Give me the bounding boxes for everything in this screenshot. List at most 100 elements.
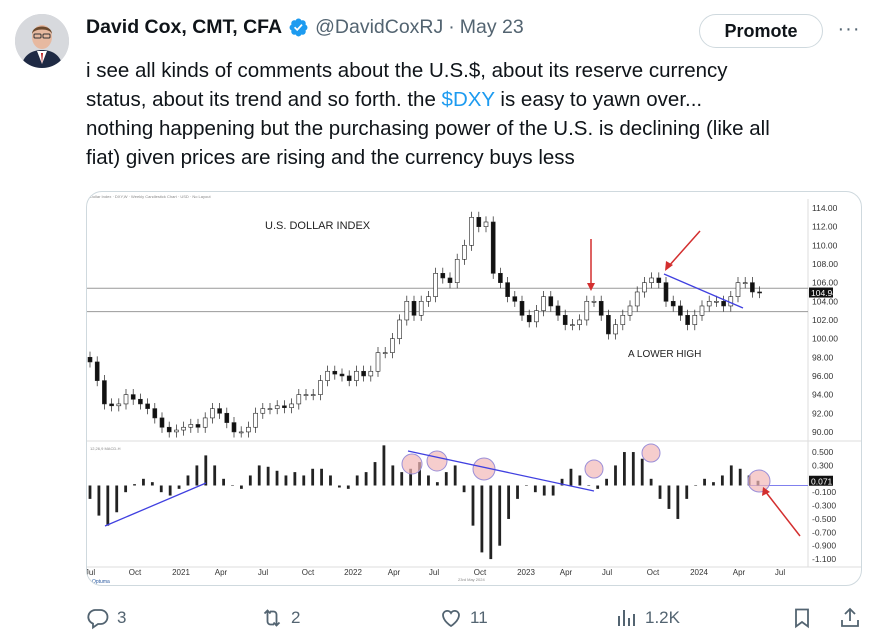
share-icon (841, 607, 859, 627)
candle (397, 319, 402, 339)
macd-bar (115, 485, 119, 513)
candle (87, 356, 93, 363)
candle (325, 370, 330, 381)
reply-icon (87, 609, 109, 630)
candle (670, 300, 676, 307)
reply-button[interactable]: 3 (86, 606, 126, 630)
candle (390, 338, 395, 353)
separator: · (448, 16, 455, 38)
time-tick-label: Jul (86, 568, 95, 577)
time-tick-label: Jul (258, 568, 268, 577)
price-tick-label: 90.00 (812, 427, 834, 437)
price-tick-label: 112.00 (812, 222, 838, 232)
macd-tick-label: -0.300 (812, 501, 836, 511)
time-tick-label: Apr (215, 568, 228, 577)
candle (289, 403, 294, 408)
macd-bar (605, 478, 608, 486)
macd-bar (507, 485, 511, 519)
candle (757, 291, 762, 294)
chart-image[interactable]: Dollar Index · DXY,W · Weekly Candlestic… (86, 191, 862, 586)
time-tick-label: 2024 (690, 568, 708, 577)
candle (217, 408, 222, 414)
avatar[interactable] (15, 14, 69, 68)
verified-badge-icon (289, 18, 308, 37)
more-options-icon[interactable]: ··· (837, 18, 861, 40)
macd-peak-circle (426, 450, 448, 472)
macd-bar (685, 485, 689, 499)
price-trendline (663, 273, 744, 309)
macd-trendline (407, 450, 595, 492)
candle (152, 408, 158, 419)
heart-icon (442, 609, 460, 628)
views-button[interactable]: 1.2K (614, 606, 680, 630)
candle (750, 282, 755, 293)
macd-bar (462, 485, 466, 493)
macd-bar (355, 475, 359, 486)
candle (318, 380, 323, 395)
macd-bar (311, 468, 315, 486)
macd-bar (587, 485, 591, 486)
tweet-date[interactable]: May 23 (459, 16, 524, 38)
share-button[interactable] (838, 606, 869, 630)
macd-bar (435, 482, 439, 486)
macd-label: 12,26,9 MACD-H (90, 446, 121, 451)
macd-bar (106, 485, 110, 526)
macd-bar (614, 465, 617, 486)
macd-bar (231, 485, 234, 486)
candle (123, 394, 129, 405)
candle (447, 277, 453, 283)
author-name[interactable]: David Cox, CMT, CFA (86, 16, 283, 38)
macd-bar (159, 485, 163, 493)
candle (166, 426, 172, 433)
macd-bar (382, 445, 386, 486)
author-handle[interactable]: @DavidCoxRJ (315, 16, 444, 38)
macd-bar (275, 470, 279, 486)
macd-bar (596, 485, 600, 489)
repost-count: 2 (291, 608, 301, 627)
macd-tick-label: -0.700 (812, 527, 836, 537)
last-price-badge (809, 287, 833, 298)
action-bar: 3 2 11 1.2K (0, 606, 888, 638)
repost-button[interactable]: 2 (260, 606, 300, 630)
macd-bar (569, 468, 573, 486)
macd-tick-label: -0.500 (812, 514, 836, 524)
macd-bar (302, 475, 306, 486)
tweet-text-line: nothing happening but the purchasing pow… (86, 117, 770, 140)
candle (382, 352, 388, 354)
candle (649, 277, 654, 283)
candle (332, 370, 338, 375)
candle (411, 300, 417, 316)
candle (663, 282, 669, 302)
price-tick-label: 108.00 (812, 259, 838, 269)
macd-bar (177, 485, 181, 489)
macd-tick-label: -0.100 (812, 487, 836, 497)
macd-bar (480, 485, 484, 553)
candle (454, 259, 460, 283)
candle (246, 426, 251, 433)
macd-bar (266, 466, 270, 486)
candle (721, 300, 726, 307)
macd-bar (150, 482, 154, 486)
candle (195, 424, 201, 428)
time-tick-label: Jul (429, 568, 439, 577)
bookmark-button[interactable] (790, 606, 821, 630)
views-chart-icon (618, 610, 635, 626)
promote-button[interactable]: Promote (699, 14, 823, 48)
chart-header: Dollar Index · DXY,W · Weekly Candlestic… (90, 194, 211, 199)
like-button[interactable]: 11 (439, 606, 488, 630)
candle (138, 398, 143, 405)
candle (584, 300, 590, 321)
macd-bar (168, 485, 172, 496)
macd-bar (676, 485, 680, 519)
candle (462, 245, 467, 260)
candle (274, 405, 280, 409)
candle (685, 314, 690, 325)
macd-tick-label: -0.900 (812, 541, 836, 551)
cashtag-link[interactable]: $DXY (441, 88, 495, 111)
macd-bar (418, 462, 421, 486)
macd-tick-label: -1.100 (812, 554, 836, 564)
chart-footer-date: 23rd May 2024 (458, 577, 485, 582)
macd-bar (703, 478, 706, 486)
macd-bar (560, 478, 564, 486)
macd-bar (551, 485, 555, 496)
